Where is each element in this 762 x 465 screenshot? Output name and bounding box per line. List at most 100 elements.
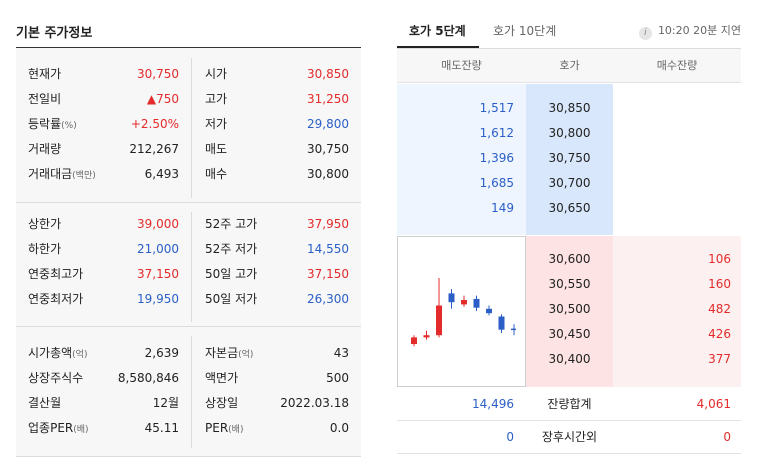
section-divider — [16, 202, 361, 203]
right-label: 52주 저가 — [205, 237, 257, 264]
right-label-text: 52주 저가 — [205, 242, 258, 256]
left-label: 상장주식수 — [28, 366, 83, 393]
right-value: 14,550 — [307, 242, 349, 256]
left-value: 45.11 — [144, 421, 179, 435]
ask-price: 30,850 — [548, 101, 591, 115]
tab-orderbook-10[interactable]: 호가 10단계 — [493, 24, 557, 38]
left-label: 상한가 — [28, 212, 61, 239]
right-label-text: 50일 고가 — [205, 267, 258, 281]
basic-info-section: 기본 주가정보 현재가 30,750 시가 30,850 전일비 ▲750 고가 31,250… — [16, 0, 361, 465]
summary-ask-afterhours: 0 — [506, 430, 514, 444]
left-label: 거래대금(백만) — [28, 162, 96, 189]
right-value: 37,150 — [307, 267, 349, 281]
ask-price: 30,800 — [548, 126, 591, 140]
ask-price-area — [526, 84, 613, 235]
column-divider — [191, 336, 192, 448]
info-row: 현재가 30,750 시가 30,850 — [16, 62, 361, 87]
basic-info-title: 기본 주가정보 — [16, 26, 93, 41]
right-value: 30,800 — [307, 167, 349, 181]
left-label-unit: (백만) — [72, 171, 96, 181]
left-value: 37,150 — [137, 267, 179, 281]
left-value: 30,750 — [137, 67, 179, 81]
ask-volume: 149 — [491, 201, 514, 215]
bid-price: 30,600 — [548, 252, 591, 266]
info-row: 연중최고가 37,150 50일 고가 37,150 — [16, 262, 361, 287]
right-label: 액면가 — [205, 366, 238, 393]
right-label: 시가 — [205, 62, 227, 89]
left-label-text: 상한가 — [28, 217, 62, 231]
tab-orderbook-5[interactable]: 호가 5단계 — [409, 24, 466, 38]
left-value: 12월 — [152, 396, 179, 410]
candle-body — [498, 316, 505, 330]
info-row: 상한가 39,000 52주 고가 37,950 — [16, 212, 361, 237]
left-label: 업종PER(배) — [28, 416, 89, 443]
mini-candle-chart[interactable] — [397, 236, 526, 387]
bid-volume: 482 — [708, 302, 731, 316]
summary-bid-total: 4,061 — [696, 397, 731, 411]
title-underline — [16, 47, 361, 48]
right-label-text: PER — [205, 421, 229, 435]
summary-row-total: 14,496 잔량합계 4,061 — [397, 388, 741, 421]
left-label-unit: (억) — [72, 350, 88, 360]
right-label: 고가 — [205, 87, 227, 114]
left-label-text: 현재가 — [28, 67, 62, 81]
left-value: 2,639 — [144, 346, 179, 360]
candle-body — [436, 305, 442, 336]
candle-body — [448, 293, 455, 303]
right-label: 매수 — [205, 162, 227, 189]
info-row: 연중최저가 19,950 50일 저가 26,300 — [16, 287, 361, 312]
right-label-text: 시가 — [205, 67, 228, 81]
info-row: 업종PER(배) 45.11 PER(배) 0.0 — [16, 416, 361, 441]
bid-price-area — [526, 236, 613, 387]
orderbook-section: 호가 5단계 호가 10단계 i 10:20 20분 지연 매도잔량 호가 매수잔… — [397, 0, 741, 465]
header-ask-volume: 매도잔량 — [397, 49, 526, 83]
right-value: 26,300 — [307, 292, 349, 306]
right-label: 52주 고가 — [205, 212, 257, 239]
info-icon[interactable]: i — [638, 27, 652, 40]
ask-volume: 1,396 — [479, 151, 514, 165]
left-value: 6,493 — [144, 167, 179, 181]
right-label-text: 매도 — [205, 142, 228, 156]
ask-price: 30,700 — [548, 176, 591, 190]
section-divider — [16, 326, 361, 327]
summary-label: 잔량합계 — [547, 397, 592, 411]
left-label-text: 업종PER — [28, 421, 74, 435]
ask-volume: 1,612 — [479, 126, 514, 140]
left-label: 연중최고가 — [28, 262, 83, 289]
left-label: 전일비 — [28, 87, 61, 114]
left-label-unit: (배) — [73, 425, 89, 435]
summary-ask-total: 14,496 — [472, 397, 514, 411]
right-value: 31,250 — [307, 92, 349, 106]
info-row: 거래량 212,267 매도 30,750 — [16, 137, 361, 162]
right-label: 매도 — [205, 137, 227, 164]
right-label-text: 자본금 — [205, 346, 239, 360]
right-label-unit: (억) — [238, 350, 254, 360]
left-label-text: 연중최저가 — [28, 292, 84, 306]
left-value: +2.50% — [130, 117, 179, 131]
right-value: 30,850 — [307, 67, 349, 81]
left-value: ▲750 — [146, 92, 179, 106]
left-label-unit: (%) — [61, 121, 77, 131]
tab-underline — [397, 48, 741, 49]
info-row: 결산월 12월 상장일 2022.03.18 — [16, 391, 361, 416]
right-label-text: 상장일 — [205, 396, 239, 410]
info-row: 상장주식수 8,580,846 액면가 500 — [16, 366, 361, 391]
bid-price: 30,500 — [548, 302, 591, 316]
ask-price: 30,750 — [548, 151, 591, 165]
header-bid-volume: 매수잔량 — [613, 49, 741, 83]
left-label-text: 연중최고가 — [28, 267, 84, 281]
right-value: 30,750 — [307, 142, 349, 156]
ask-volume: 1,685 — [479, 176, 514, 190]
candle-body — [511, 328, 516, 331]
info-row: 전일비 ▲750 고가 31,250 — [16, 87, 361, 112]
bid-volume: 106 — [708, 252, 731, 266]
column-divider — [191, 212, 192, 322]
header-price: 호가 — [526, 49, 613, 83]
left-label-text: 거래대금 — [28, 167, 73, 181]
right-label: 상장일 — [205, 391, 238, 418]
candle-body — [411, 337, 417, 344]
right-value: 43 — [333, 346, 349, 360]
left-value: 39,000 — [137, 217, 179, 231]
column-divider — [191, 58, 192, 198]
left-value: 21,000 — [137, 242, 179, 256]
